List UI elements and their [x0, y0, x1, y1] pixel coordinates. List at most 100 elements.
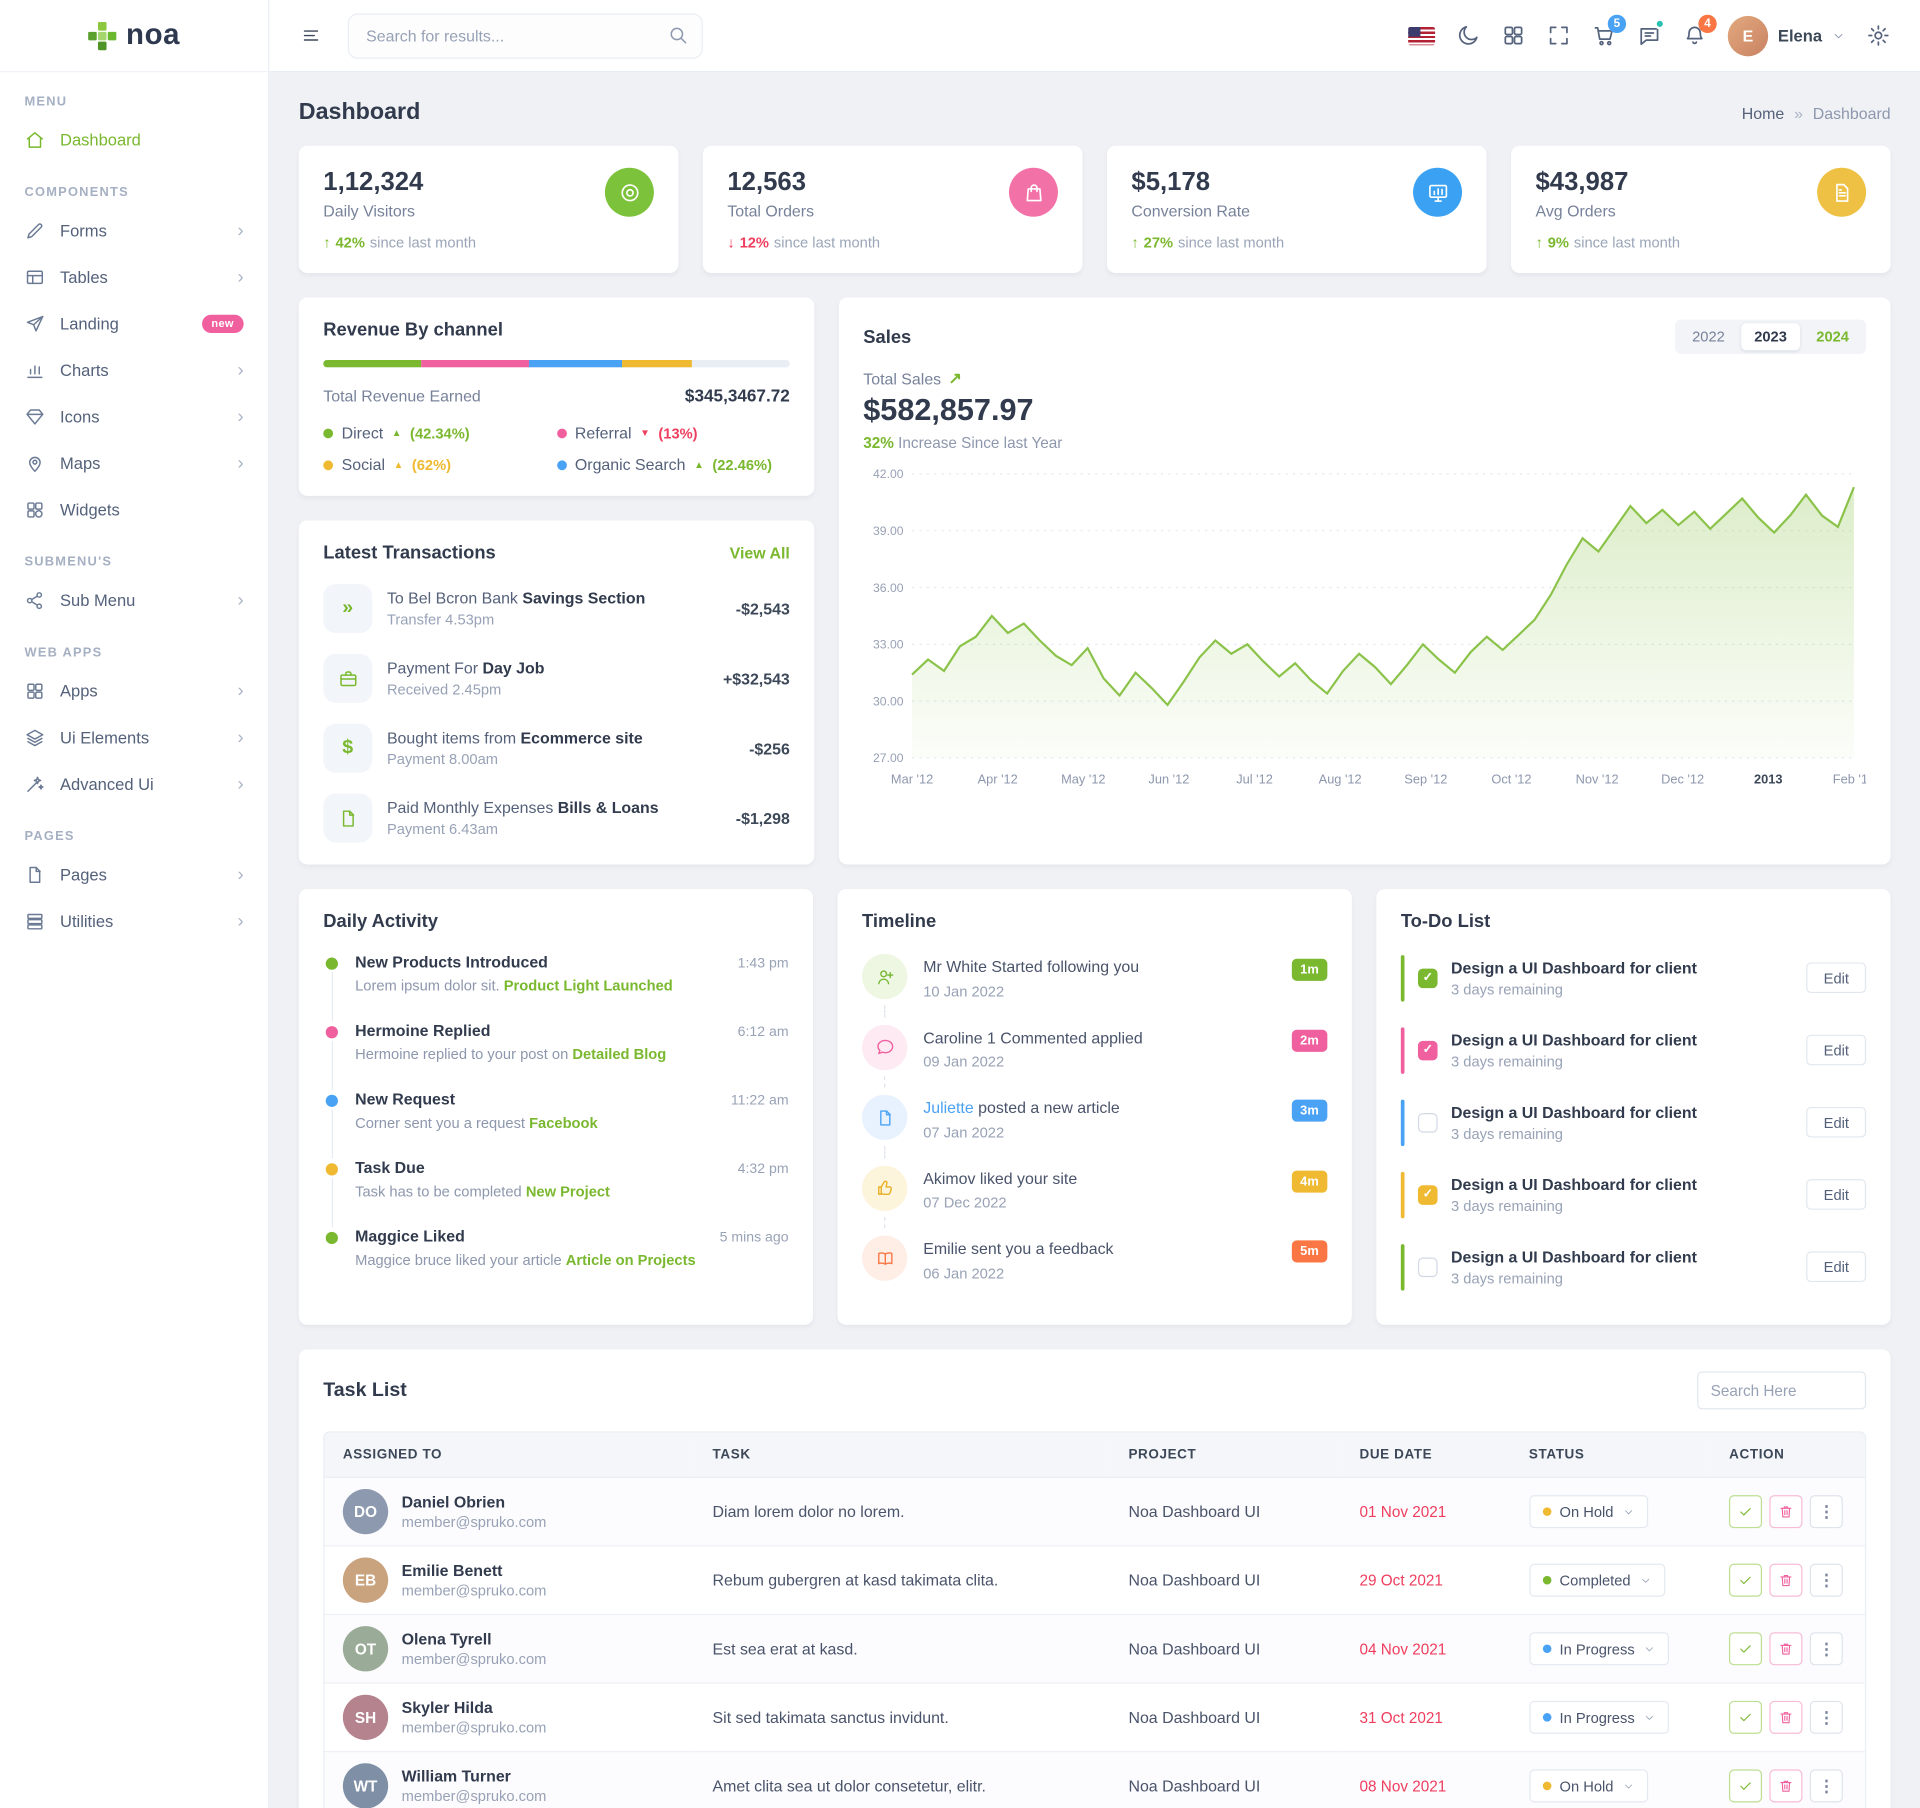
- status-dot: [1542, 1781, 1551, 1791]
- tab-2022[interactable]: 2022: [1692, 328, 1725, 346]
- todo-item: ✓ Design a UI Dashboard for client 3 days…: [1400, 1014, 1867, 1086]
- user-link[interactable]: Juliette: [923, 1098, 974, 1117]
- edit-button[interactable]: Edit: [1806, 1179, 1867, 1210]
- todo-checkbox[interactable]: ✓: [1417, 1184, 1438, 1205]
- topbar: 5 4 E Elena: [269, 0, 1920, 73]
- edit-button[interactable]: Edit: [1806, 1106, 1867, 1138]
- sidebar-item-charts[interactable]: Charts ›: [0, 347, 268, 394]
- messages-icon[interactable]: [1637, 18, 1666, 47]
- table-row: EB Emilie Benett member@spruko.com Rebum gu…: [324, 1546, 1865, 1615]
- activity-item: Task Due 4:32 pm Task has to be completed…: [323, 1145, 789, 1227]
- delete-button[interactable]: [1769, 1632, 1803, 1666]
- sidebar-item-pages[interactable]: Pages ›: [0, 851, 268, 898]
- todo-checkbox[interactable]: ✓: [1417, 967, 1438, 988]
- more-options-button[interactable]: ⋮: [1809, 1769, 1844, 1803]
- more-options-button[interactable]: ⋮: [1809, 1700, 1844, 1734]
- sidebar-item-sub-menu[interactable]: Sub Menu ›: [0, 577, 268, 624]
- activity-link[interactable]: Facebook: [529, 1114, 598, 1132]
- legend-dot: [556, 427, 567, 438]
- monitor-chart-icon: [1413, 167, 1463, 217]
- apps-launcher-icon[interactable]: [1501, 23, 1525, 47]
- daily-activity-card: Daily Activity New Products Introduced 1:…: [298, 888, 814, 1325]
- language-flag-icon[interactable]: [1408, 26, 1436, 45]
- menu-toggle-icon[interactable]: [299, 26, 323, 46]
- status-dot: [325, 1163, 338, 1176]
- user-menu[interactable]: E Elena: [1727, 15, 1846, 56]
- status-dot: [325, 1231, 338, 1245]
- tab-2023[interactable]: 2023: [1740, 323, 1801, 351]
- sidebar-item-advanced-ui[interactable]: Advanced Ui ›: [0, 760, 268, 807]
- more-options-button[interactable]: ⋮: [1809, 1563, 1844, 1597]
- notifications-bell-icon[interactable]: 4: [1682, 14, 1717, 47]
- timeline-item: Akimov liked your site 07 Dec 2022 4m: [862, 1153, 1328, 1228]
- brand-logo[interactable]: noa: [0, 0, 269, 73]
- sidebar-item-tables[interactable]: Tables ›: [0, 253, 268, 300]
- status-dot: [1542, 1507, 1551, 1516]
- status-dropdown[interactable]: On Hold: [1528, 1769, 1648, 1803]
- tab-2024[interactable]: 2024: [1816, 328, 1849, 346]
- activity-link[interactable]: New Project: [525, 1182, 610, 1200]
- edit-button[interactable]: Edit: [1806, 1034, 1867, 1066]
- fullscreen-icon[interactable]: [1546, 23, 1570, 47]
- activity-link[interactable]: Detailed Blog: [572, 1045, 667, 1063]
- activity-link[interactable]: Product Light Launched: [503, 977, 673, 995]
- dark-mode-icon[interactable]: [1456, 23, 1480, 47]
- section-label-pages: PAGES: [24, 828, 75, 844]
- breadcrumb-home[interactable]: Home: [1741, 103, 1785, 122]
- table-row: OT Olena Tyrell member@spruko.com Est sea e…: [324, 1614, 1865, 1684]
- delete-button[interactable]: [1769, 1563, 1803, 1597]
- breadcrumb-current: Dashboard: [1812, 103, 1891, 122]
- stat-value: 12,563: [727, 167, 807, 196]
- sidebar-item-dashboard[interactable]: Dashboard: [0, 116, 268, 163]
- latest-transactions-card: Latest Transactions View All » To Bel Bc…: [298, 520, 815, 865]
- search-input[interactable]: [347, 12, 703, 59]
- sidebar-item-widgets[interactable]: Widgets: [0, 486, 268, 533]
- table-search-input[interactable]: [1697, 1371, 1867, 1410]
- approve-button[interactable]: [1729, 1495, 1763, 1529]
- timeline-item: Emilie sent you a feedback 06 Jan 2022 5m: [862, 1223, 1328, 1293]
- chevron-down-icon: [1622, 1780, 1634, 1792]
- col-status: STATUS: [1510, 1432, 1711, 1478]
- svg-text:Mar '12: Mar '12: [891, 772, 933, 787]
- cart-icon[interactable]: 5: [1592, 14, 1627, 47]
- sidebar-item-maps[interactable]: Maps ›: [0, 440, 268, 487]
- delete-button[interactable]: [1769, 1769, 1803, 1803]
- edit-button[interactable]: Edit: [1806, 1251, 1867, 1283]
- todo-checkbox[interactable]: [1417, 1256, 1438, 1277]
- sidebar-item-utilities[interactable]: Utilities ›: [0, 898, 268, 945]
- sidebar-item-icons[interactable]: Icons ›: [0, 393, 268, 440]
- status-dropdown[interactable]: In Progress: [1528, 1700, 1669, 1734]
- delete-button[interactable]: [1769, 1495, 1803, 1529]
- stat-card-total-orders: 12,563 Total Orders ↓ 12% since last month: [702, 145, 1083, 274]
- caret-up-icon: ▲: [393, 458, 404, 470]
- more-options-button[interactable]: ⋮: [1809, 1632, 1844, 1666]
- status-dropdown[interactable]: Completed: [1528, 1563, 1665, 1597]
- status-dropdown[interactable]: In Progress: [1528, 1632, 1669, 1666]
- approve-button[interactable]: [1729, 1769, 1763, 1803]
- due-date: 08 Nov 2021: [1359, 1777, 1447, 1795]
- todo-item: Design a UI Dashboard for client 3 days r…: [1400, 1086, 1867, 1158]
- view-all-link[interactable]: View All: [729, 543, 790, 563]
- delete-button[interactable]: [1769, 1700, 1803, 1734]
- approve-button[interactable]: [1729, 1632, 1763, 1666]
- activity-link[interactable]: Article on Projects: [565, 1251, 696, 1269]
- sidebar-item-forms[interactable]: Forms ›: [0, 207, 268, 254]
- settings-gear-icon[interactable]: [1866, 23, 1890, 47]
- breadcrumb-separator-icon: »: [1794, 103, 1803, 122]
- todo-checkbox[interactable]: [1417, 1112, 1438, 1133]
- search-icon[interactable]: [667, 24, 688, 45]
- edit-button[interactable]: Edit: [1806, 962, 1867, 994]
- approve-button[interactable]: [1729, 1563, 1763, 1597]
- approve-button[interactable]: [1729, 1700, 1763, 1734]
- more-options-button[interactable]: ⋮: [1809, 1495, 1844, 1529]
- todo-checkbox[interactable]: ✓: [1417, 1040, 1438, 1060]
- sidebar-item-landing[interactable]: Landing new: [0, 300, 268, 347]
- sidebar-item-ui-elements[interactable]: Ui Elements ›: [0, 714, 268, 761]
- caret-up-icon: ▲: [391, 426, 402, 438]
- time-badge: 1m: [1291, 958, 1328, 981]
- global-search: [347, 12, 703, 59]
- status-dropdown[interactable]: On Hold: [1528, 1495, 1648, 1529]
- arrow-up-right-icon: ↗: [948, 368, 962, 387]
- sidebar-item-apps[interactable]: Apps ›: [0, 667, 268, 714]
- sales-card: Sales 2022 2023 2024 Total Sales ↗ $582,8…: [838, 297, 1891, 865]
